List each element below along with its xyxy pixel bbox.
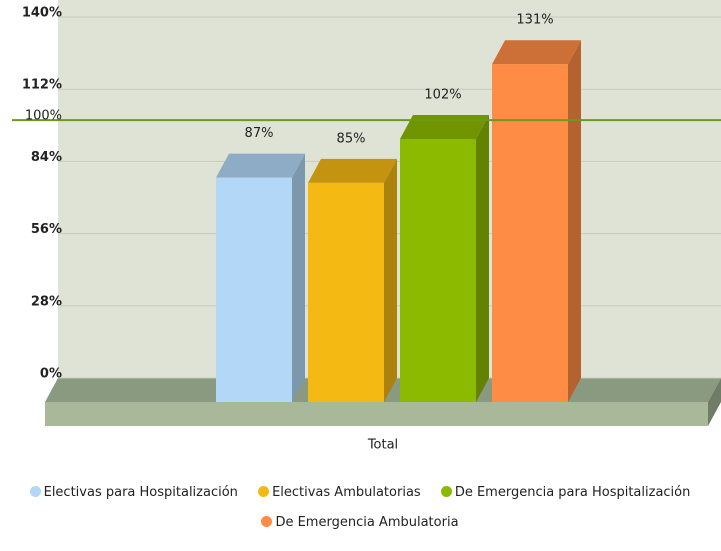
bar-side	[568, 40, 581, 402]
bar-side	[384, 158, 397, 402]
bar-top	[216, 153, 305, 178]
legend-swatch	[440, 486, 452, 497]
legend-label: Electivas Ambulatorias	[272, 485, 421, 500]
value-label: 85%	[337, 131, 366, 146]
chart: Total 0% 28% 56% 84% 112% 140% 87% 85% 102% 131% 1…	[12, 0, 721, 453]
legend: Electivas para Hospitalización Electivas…	[20, 478, 700, 538]
y-tick-label: 0%	[40, 367, 62, 382]
bar-top	[308, 158, 397, 183]
legend-swatch	[258, 486, 270, 497]
legend-item: De Emergencia para Hospitalización	[440, 485, 691, 500]
bar-top	[400, 114, 489, 139]
floor-front	[45, 402, 708, 426]
bar-side	[476, 114, 489, 402]
legend-label: Electivas para Hospitalización	[43, 485, 238, 500]
y-tick-label: 112%	[22, 78, 62, 93]
y-tick-label: 84%	[31, 150, 62, 165]
legend-swatch	[261, 516, 273, 527]
y-tick-label: 56%	[31, 222, 62, 237]
value-label: 87%	[245, 126, 274, 141]
y-tick-label: 28%	[31, 294, 62, 309]
bar	[216, 177, 292, 402]
bar	[492, 64, 568, 402]
legend-label: De Emergencia Ambulatoria	[275, 515, 459, 530]
bar	[400, 138, 476, 402]
x-category-label: Total	[367, 438, 398, 453]
legend-item: Electivas para Hospitalización	[29, 485, 238, 500]
legend-label: De Emergencia para Hospitalización	[454, 485, 691, 500]
y-tick-label: 140%	[22, 6, 62, 21]
reference-label: 100%	[25, 109, 62, 124]
bar-side	[292, 153, 305, 402]
value-label: 102%	[424, 87, 461, 102]
legend-swatch	[29, 486, 41, 497]
bar-top	[492, 40, 581, 65]
value-label: 131%	[516, 13, 553, 28]
bar	[308, 182, 384, 402]
floor-side	[708, 378, 721, 426]
legend-item: Electivas Ambulatorias	[258, 485, 421, 500]
legend-item: De Emergencia Ambulatoria	[261, 515, 459, 530]
